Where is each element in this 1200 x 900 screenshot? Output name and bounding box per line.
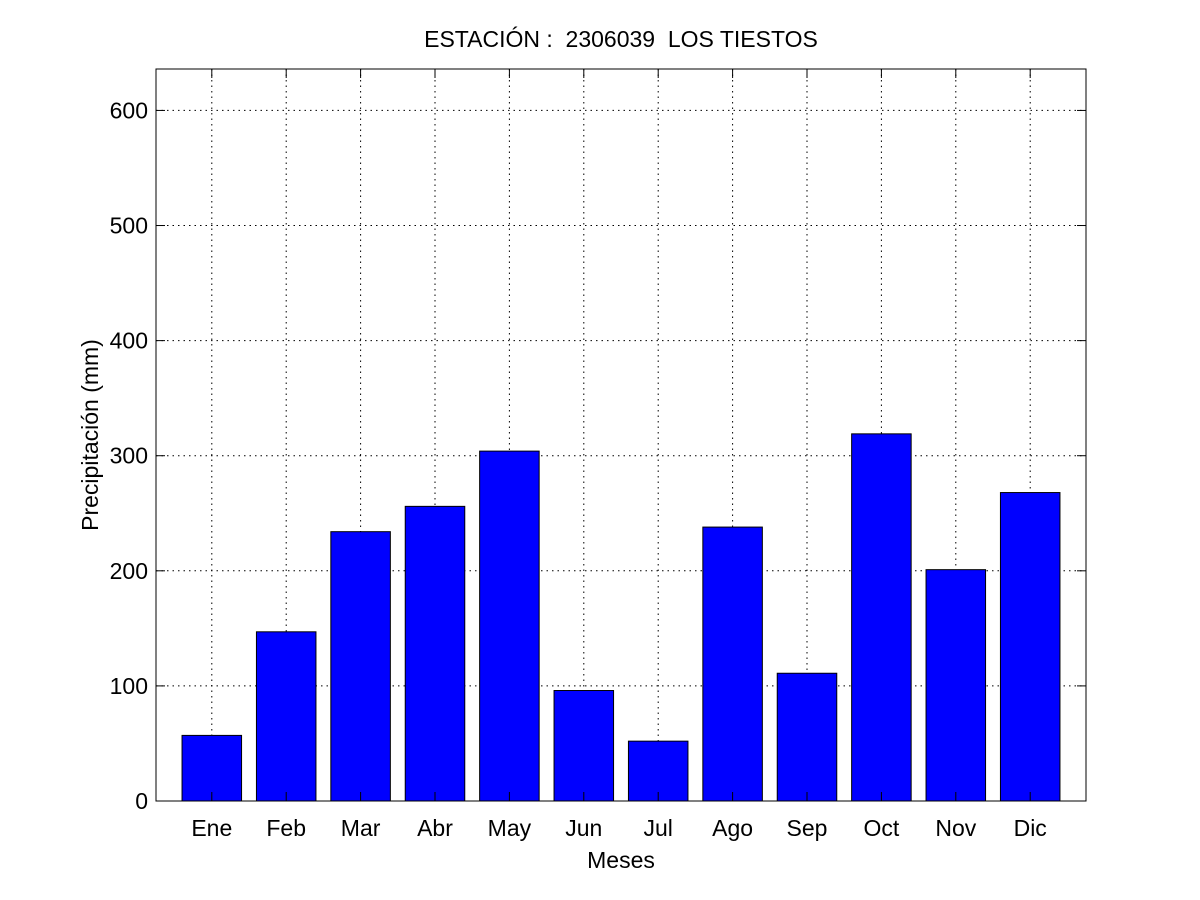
- bar-ago: [702, 526, 763, 802]
- x-tick-label: Ago: [712, 815, 753, 841]
- x-tick-label: Dic: [1014, 815, 1047, 841]
- tick-labels: 0 100 200 300 400 500 600 Ene Feb Mar Abr May Jun Jul…: [110, 97, 1047, 841]
- x-tick-label: Abr: [417, 815, 453, 841]
- y-tick-label: 200: [110, 558, 148, 584]
- bar-sep: [776, 672, 838, 802]
- plot-frame: [155, 68, 1087, 802]
- grid-lines: [156, 69, 1086, 801]
- x-tick-label: May: [488, 815, 532, 841]
- bar-ene: [181, 734, 243, 802]
- y-tick-label: 500: [110, 213, 148, 239]
- bar-feb: [255, 631, 317, 802]
- x-tick-label: Feb: [266, 815, 306, 841]
- y-axis-label: Precipitación (mm): [77, 339, 103, 531]
- x-tick-label: Ene: [191, 815, 232, 841]
- chart-title: ESTACIÓN : 2306039 LOS TIESTOS: [424, 26, 818, 52]
- bar-abr: [404, 505, 466, 802]
- y-tick-label: 300: [110, 443, 148, 469]
- bar-mar: [330, 531, 391, 802]
- bar-jun: [553, 690, 615, 802]
- x-axis-label: Meses: [587, 847, 655, 873]
- bar-nov: [925, 569, 987, 802]
- x-tick-label: Nov: [935, 815, 976, 841]
- x-tick-label: Jul: [643, 815, 672, 841]
- x-tick-label: Mar: [341, 815, 381, 841]
- bar-may: [479, 450, 540, 802]
- y-tick-label: 400: [110, 328, 148, 354]
- plot-axes: [155, 68, 1087, 802]
- bar-dic: [999, 492, 1061, 802]
- bar-oct: [851, 433, 912, 802]
- x-tick-label: Sep: [787, 815, 828, 841]
- x-tick-label: Jun: [565, 815, 602, 841]
- x-tick-label: Oct: [864, 815, 900, 841]
- bar-series: [181, 433, 1061, 802]
- y-tick-label: 600: [110, 97, 148, 123]
- y-tick-label: 100: [110, 673, 148, 699]
- y-tick-label: 0: [135, 788, 148, 814]
